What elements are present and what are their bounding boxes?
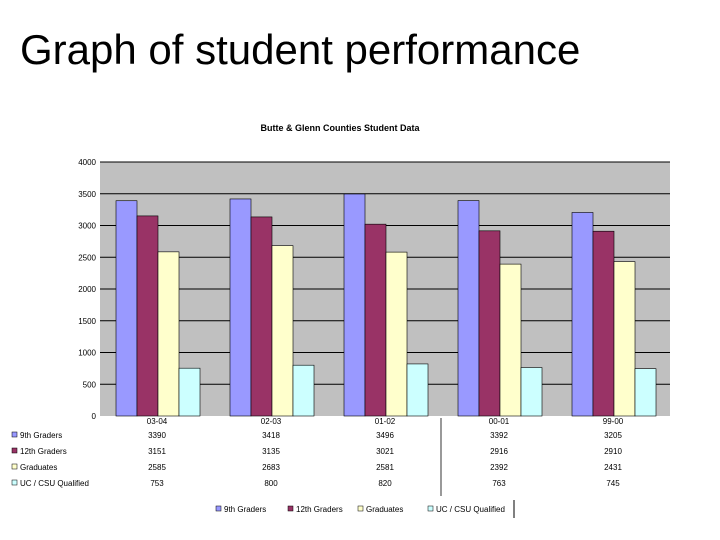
data-label: 2916 [490,447,508,456]
bar-2-1 [136,215,159,417]
y-tick-label: 2500 [78,253,96,262]
data-label: 2585 [148,463,166,472]
data-label: 2392 [490,463,508,472]
data-label: 763 [492,479,506,488]
data-label: 800 [264,479,278,488]
legend-swatch [287,505,294,512]
table-row-label: 9th Graders [20,431,62,440]
data-label: 2431 [604,463,622,472]
data-label: 2683 [262,463,280,472]
bar-3-1 [157,251,180,417]
data-label: 753 [150,479,164,488]
y-tick-label: 1000 [78,349,96,358]
bar-1-3 [343,193,366,417]
data-label: 2910 [604,447,622,456]
y-tick-label: 2000 [78,285,96,294]
bar-4-5 [634,368,657,417]
data-label: 3205 [604,431,622,440]
y-tick-label: 4000 [78,158,96,167]
bar-2-2 [250,216,273,417]
bar-2-3 [364,223,387,417]
y-tick-label: 1500 [78,317,96,326]
bar-3-2 [271,245,294,417]
y-tick-label: 3000 [78,222,96,231]
data-label: 3021 [376,447,394,456]
row-key-swatch [11,431,18,438]
legend-swatch [427,505,434,512]
bar-3-5 [613,261,636,417]
row-key-swatch [11,447,18,454]
bar-2-5 [592,230,615,417]
row-key-swatch [11,463,18,470]
row-key-swatch [11,479,18,486]
legend-swatch [357,505,364,512]
bar-1-5 [571,212,594,417]
x-tick-label: 02-03 [261,417,282,426]
bar-1-4 [457,200,480,417]
data-label: 3496 [376,431,394,440]
bar-4-2 [292,364,315,417]
data-label: 3135 [262,447,280,456]
bar-2-4 [478,230,501,417]
legend-label: 9th Graders [224,505,266,514]
data-label: 3151 [148,447,166,456]
legend-label: 12th Graders [296,505,343,514]
bar-3-3 [385,251,408,417]
x-tick-label: 01-02 [375,417,396,426]
x-tick-label: 03-04 [147,417,168,426]
data-label: 820 [378,479,392,488]
table-row-label: 12th Graders [20,447,67,456]
bar-4-4 [520,367,543,417]
y-tick-label: 3500 [78,190,96,199]
x-tick-label: 99-00 [603,417,624,426]
data-label: 745 [606,479,620,488]
data-label: 3418 [262,431,280,440]
y-tick-label: 500 [83,380,97,389]
chart-title: Butte & Glenn Counties Student Data [260,123,420,133]
data-label: 3390 [148,431,166,440]
slide-title: Graph of student performance [20,26,581,73]
bar-4-3 [406,363,429,417]
legend-swatch [215,505,222,512]
table-row-label: Graduates [20,463,57,472]
legend-label: Graduates [366,505,403,514]
bar-1-1 [115,200,138,417]
x-tick-label: 00-01 [489,417,510,426]
y-tick-label: 0 [92,412,97,421]
bar-4-1 [178,367,201,417]
data-label: 2581 [376,463,394,472]
legend-label: UC / CSU Qualified [436,505,505,514]
data-label: 3392 [490,431,508,440]
table-row-label: UC / CSU Qualified [20,479,89,488]
bar-1-2 [229,198,252,417]
bar-3-4 [499,263,522,417]
